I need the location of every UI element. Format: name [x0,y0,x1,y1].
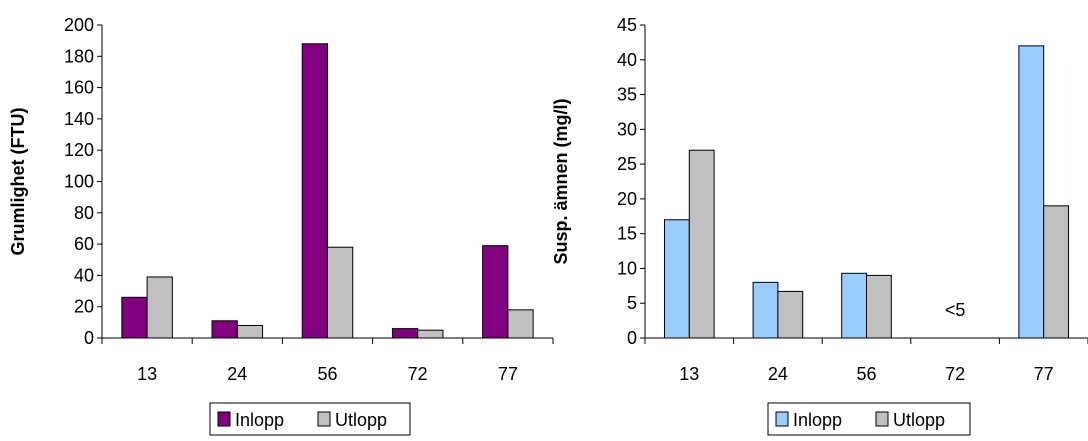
chart2-x-tick-label: 13 [679,364,699,384]
chart1-x-tick-label: 72 [408,364,428,384]
chart1-y-tick-label: 100 [64,172,94,192]
chart1-legend [209,402,411,436]
chart1-y-axis-label: Grumlighet (FTU) [8,108,28,256]
chart1-y-tick-label: 180 [64,46,94,66]
chart1-bar-inlopp-72 [391,328,419,339]
chart1-y-tick-label: 40 [74,265,94,285]
chart2-x-tick-label: 77 [1034,364,1054,384]
chart1-bar-inlopp-77 [482,245,509,339]
chart2-y-tick-label: 25 [617,154,637,174]
chart2-annotation: <5 [945,300,966,320]
chart2-bar-inlopp-56 [841,272,868,339]
chart1-y-tick-label: 20 [74,297,94,317]
chart1-bar-utlopp-77 [507,309,534,339]
chart2-bar-inlopp-24 [752,281,779,339]
chart2-x-tick-label: 72 [945,364,965,384]
chart2-y-tick-label: 35 [617,85,637,105]
chart1-x-tick-label: 13 [137,364,157,384]
chart2-bar-utlopp-77 [1043,205,1070,339]
chart2-y-tick-label: 5 [627,293,637,313]
chart2-x-tick-label: 24 [768,364,788,384]
chart1-legend-label-inlopp: Inlopp [235,410,284,430]
chart1-legend-swatch-inlopp [217,411,231,427]
chart1-y-tick-label: 0 [84,328,94,348]
chart2-legend-swatch-utlopp [875,411,889,427]
chart1-bar-inlopp-13 [121,296,148,339]
chart2-legend-swatch-inlopp [775,411,789,427]
chart1-y-tick-label: 120 [64,140,94,160]
chart1-x-tick-label: 77 [498,364,518,384]
chart1-x-tick-label: 56 [317,364,337,384]
chart1-bar-inlopp-24 [211,320,238,339]
chart1-x-tick-label: 24 [227,364,247,384]
chart2-y-axis-label: Susp. ämnen (mg/l) [551,98,571,264]
chart1-bar-utlopp-72 [417,329,444,339]
chart2-y-tick-label: 45 [617,15,637,35]
chart2-x-tick-label: 56 [856,364,876,384]
chart1-y-tick-label: 140 [64,109,94,129]
chart2-y-tick-label: 0 [627,328,637,348]
chart2-legend [767,402,971,436]
chart2-y-tick-label: 30 [617,119,637,139]
chart2-bar-utlopp-13 [688,149,715,339]
chart1-bar-inlopp-56 [301,43,328,339]
chart1-legend-label-utlopp: Utlopp [335,410,387,430]
chart2-bar-inlopp-13 [663,219,690,339]
chart1-y-tick-label: 80 [74,203,94,223]
chart2-bar-utlopp-24 [777,290,804,339]
chart1-bar-utlopp-13 [146,276,173,339]
chart2-y-tick-label: 15 [617,224,637,244]
chart1-y-tick-label: 160 [64,78,94,98]
chart1-y-tick-label: 60 [74,234,94,254]
chart1-bar-utlopp-24 [236,324,264,339]
chart2-bar-inlopp-77 [1018,45,1045,339]
chart2-legend-label-inlopp: Inlopp [793,410,842,430]
chart2-y-tick-label: 10 [617,258,637,278]
chart2-legend-label-utlopp: Utlopp [893,410,945,430]
chart2-y-tick-label: 40 [617,50,637,70]
chart1-y-tick-label: 200 [64,15,94,35]
chart2-y-tick-label: 20 [617,189,637,209]
chart1-bar-utlopp-56 [327,246,354,339]
chart2-bar-utlopp-56 [866,274,892,339]
chart1-legend-swatch-utlopp [317,411,331,427]
